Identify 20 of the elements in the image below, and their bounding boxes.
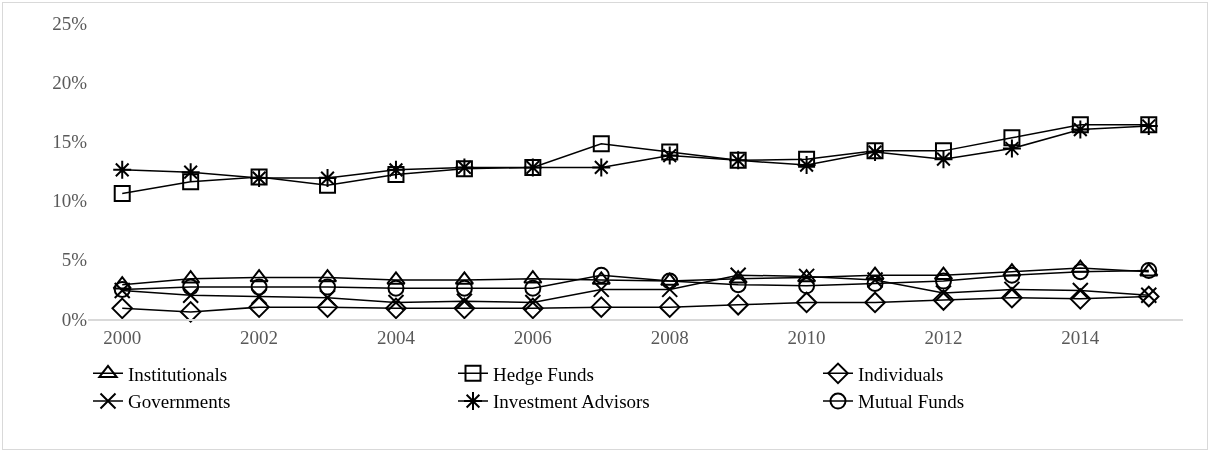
- legend-label: Mutual Funds: [858, 391, 965, 413]
- x-tick-label: 2012: [924, 326, 963, 348]
- legend-label: Institutionals: [128, 363, 228, 385]
- x-tick-label: 2002: [240, 326, 279, 348]
- y-tick-label: 20%: [52, 71, 88, 93]
- x-tick-label: 2000: [103, 326, 142, 348]
- legend-label: Governments: [128, 391, 231, 413]
- y-tick-label: 10%: [52, 190, 88, 212]
- x-tick-label: 2010: [787, 326, 826, 348]
- y-tick-label: 25%: [52, 12, 88, 34]
- legend-label: Hedge Funds: [493, 363, 594, 385]
- legend-label: Individuals: [858, 363, 944, 385]
- x-tick-label: 2014: [1061, 326, 1100, 348]
- y-tick-label: 15%: [52, 131, 88, 153]
- x-tick-label: 2004: [376, 326, 416, 348]
- x-tick-label: 2006: [513, 326, 552, 348]
- y-tick-label: 0%: [61, 308, 88, 330]
- x-tick-label: 2008: [650, 326, 689, 348]
- legend-label: Investment Advisors: [493, 391, 650, 413]
- y-tick-label: 5%: [61, 249, 88, 271]
